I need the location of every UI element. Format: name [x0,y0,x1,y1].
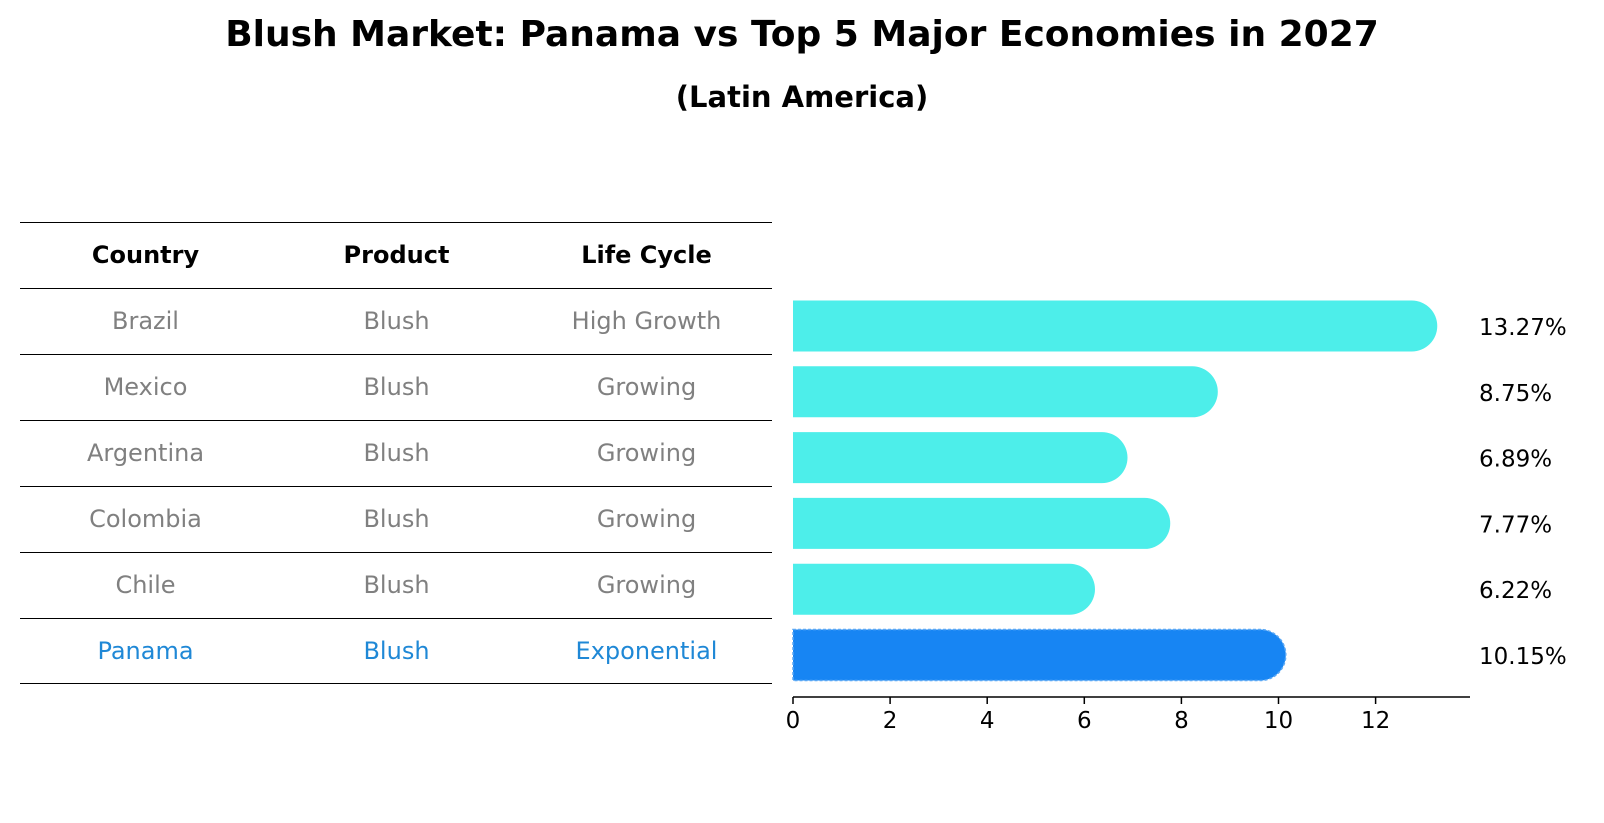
data-label: 10.15% [1479,644,1567,670]
cell-life-cycle: Growing [596,373,697,401]
cell-life-cycle: Growing [596,571,697,599]
data-label: 6.89% [1479,447,1552,473]
x-tick-label: 2 [883,708,898,734]
chart-title: Blush Market: Panama vs Top 5 Major Econ… [225,14,1379,55]
cell-country: Brazil [112,307,179,335]
cell-product: Blush [363,637,430,665]
table-row: Brazil Blush High Growth [20,288,772,354]
table-row: Chile Blush Growing [20,552,772,618]
cell-product: Blush [363,505,430,533]
cell-country: Chile [115,571,176,599]
data-label: 13.27% [1479,315,1567,341]
data-label: 8.75% [1479,381,1552,407]
cell-country: Colombia [89,505,202,533]
table-header-row: Country Product Life Cycle [20,222,772,288]
table-row: Mexico Blush Growing [20,354,772,420]
cell-product: Blush [363,307,430,335]
x-tick-label: 8 [1174,708,1189,734]
header-life-cycle: Life Cycle [581,241,712,269]
cell-country: Panama [97,637,194,665]
table-row: Colombia Blush Growing [20,486,772,552]
bar-chile [793,563,1095,615]
x-tick-label: 10 [1264,708,1293,734]
cell-product: Blush [363,373,430,401]
bar-mexico [793,366,1218,418]
bar-argentina [793,432,1128,484]
data-label: 6.22% [1479,578,1552,604]
bar-brazil [793,300,1438,352]
x-tick-label: 12 [1361,708,1390,734]
bar-panama [792,628,1287,682]
header-country: Country [91,241,200,269]
x-tick-label: 4 [980,708,995,734]
cell-product: Blush [363,571,430,599]
header-product: Product [343,241,450,269]
data-table: Country Product Life Cycle Brazil Blush … [20,222,772,684]
cell-life-cycle: Exponential [575,637,718,665]
cell-life-cycle: Growing [596,505,697,533]
data-label: 7.77% [1479,512,1552,538]
cell-country: Mexico [103,373,188,401]
x-tick-label: 0 [786,708,801,734]
cell-life-cycle: High Growth [571,307,722,335]
cell-product: Blush [363,439,430,467]
table-row: Argentina Blush Growing [20,420,772,486]
table-row-highlight: Panama Blush Exponential [20,618,772,684]
cell-country: Argentina [86,439,205,467]
bar-colombia [793,497,1171,549]
x-tick-label: 6 [1077,708,1092,734]
cell-life-cycle: Growing [596,439,697,467]
chart-subtitle: (Latin America) [675,80,929,114]
